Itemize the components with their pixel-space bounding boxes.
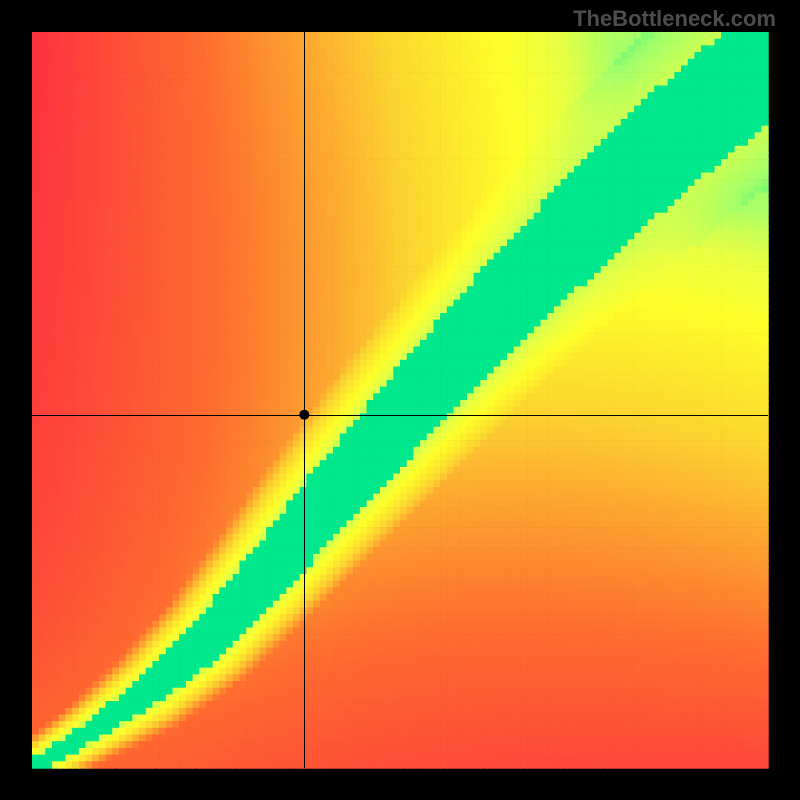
crosshair-overlay [0,0,800,800]
chart-container: TheBottleneck.com [0,0,800,800]
watermark-text: TheBottleneck.com [573,6,776,32]
